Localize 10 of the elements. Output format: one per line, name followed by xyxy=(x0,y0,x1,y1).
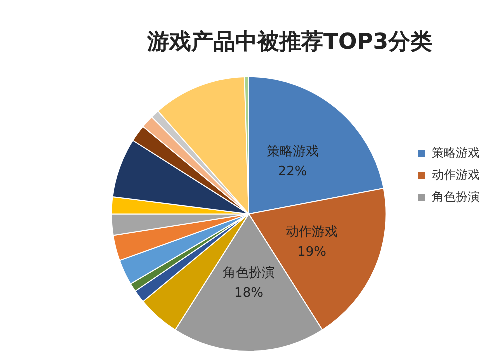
slice-label: 策略游戏 xyxy=(266,144,319,160)
slice-label: 角色扮演 xyxy=(223,266,275,282)
data-label: 22% xyxy=(278,164,308,180)
legend-label: 动作游戏 xyxy=(432,168,480,182)
data-label: 18% xyxy=(234,286,264,302)
slice-label: 动作游戏 xyxy=(286,224,338,240)
data-label: 19% xyxy=(298,244,326,260)
legend-label: 角色扮演 xyxy=(432,190,480,204)
chart-title: 游戏产品中被推荐TOP3分类 xyxy=(146,28,433,55)
legend-label: 策略游戏 xyxy=(432,146,480,160)
